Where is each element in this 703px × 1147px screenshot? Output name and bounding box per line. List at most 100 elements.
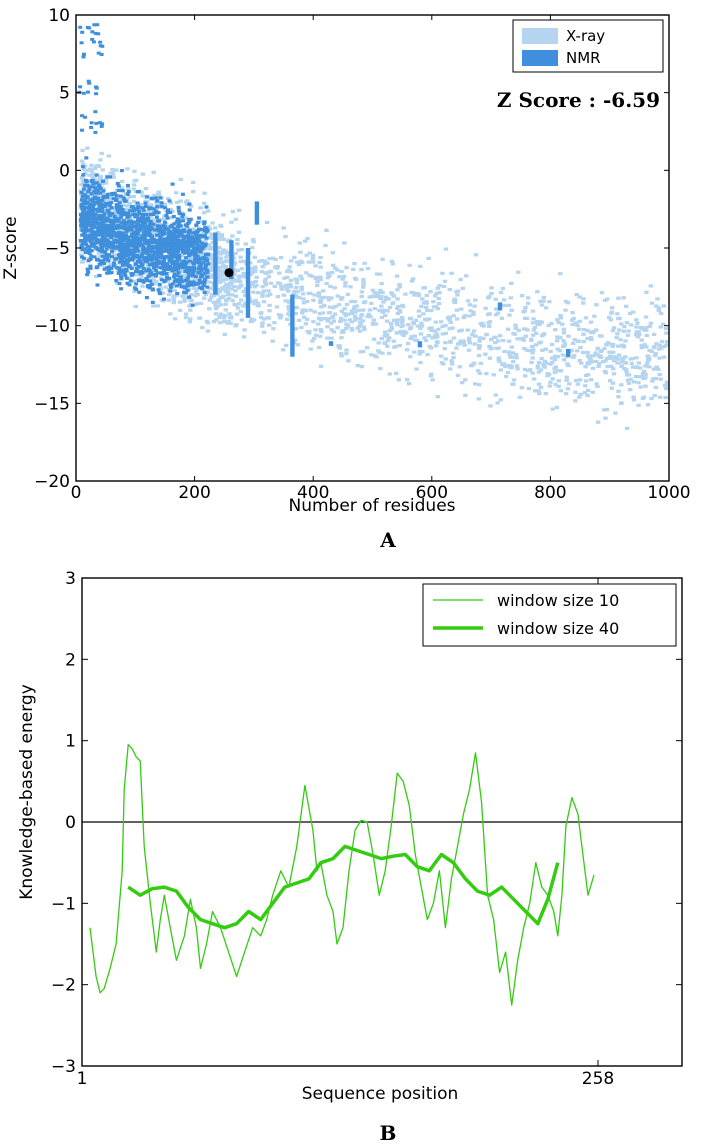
xray-point: [654, 342, 659, 346]
nmr-point: [136, 236, 141, 240]
xray-point: [188, 262, 194, 266]
nmr-point: [90, 199, 95, 203]
xray-point: [331, 319, 336, 323]
xray-point: [368, 315, 373, 319]
xray-point: [548, 349, 553, 353]
xray-point: [467, 339, 472, 343]
xray-point: [218, 303, 223, 307]
xray-point: [165, 225, 170, 229]
xray-point: [399, 320, 405, 324]
nmr-point: [119, 259, 124, 263]
xray-point: [502, 349, 507, 354]
nmr-point: [119, 256, 124, 261]
xray-point: [179, 269, 184, 274]
xray-point: [171, 284, 176, 288]
nmr-point: [136, 278, 141, 282]
nmr-point: [123, 244, 128, 248]
xray-point: [318, 364, 324, 368]
xray-point: [642, 327, 648, 331]
nmr-point: [95, 23, 100, 27]
nmr-streak: [213, 232, 218, 295]
nmr-point: [203, 277, 208, 281]
nmr-point: [205, 285, 210, 289]
xray-point: [634, 356, 639, 360]
xray-point: [81, 162, 86, 166]
nmr-point: [121, 242, 126, 246]
xray-point: [204, 245, 209, 249]
xray-point: [108, 196, 113, 201]
xray-point: [373, 322, 379, 326]
xray-point: [437, 284, 442, 288]
nmr-point: [91, 205, 96, 209]
nmr-point: [81, 210, 86, 214]
nmr-point: [187, 202, 192, 206]
xray-point: [438, 320, 444, 324]
xray-point: [582, 328, 587, 332]
nmr-point: [120, 208, 125, 212]
nmr-point: [120, 238, 125, 242]
nmr-point: [91, 211, 95, 215]
xray-point: [461, 316, 466, 320]
nmr-point: [118, 204, 123, 209]
nmr-point: [80, 128, 84, 132]
xray-point: [361, 349, 366, 354]
nmr-point: [90, 37, 95, 41]
xray-point: [289, 259, 294, 263]
nmr-point: [97, 201, 102, 206]
xray-point: [556, 321, 561, 325]
xray-point: [643, 315, 649, 319]
xray-point: [628, 388, 633, 392]
nmr-point: [145, 238, 150, 243]
xray-point: [241, 290, 246, 294]
xray-point: [90, 171, 95, 175]
xray-point: [594, 382, 599, 386]
xray-point: [610, 343, 616, 347]
xray-point: [98, 189, 104, 193]
xray-point: [168, 312, 173, 316]
xray-point: [440, 324, 445, 329]
xray-point: [620, 356, 625, 360]
xray-point: [577, 378, 583, 382]
xray-point: [387, 305, 393, 309]
xray-point: [131, 279, 136, 283]
xray-point: [663, 396, 668, 400]
xray-point: [483, 352, 488, 356]
nmr-point: [98, 231, 103, 235]
nmr-point: [180, 234, 185, 238]
nmr-point: [161, 229, 166, 233]
nmr-point: [146, 218, 151, 222]
chart-a-xlabel: Number of residues: [288, 496, 455, 516]
nmr-point: [130, 255, 135, 259]
nmr-point: [203, 265, 208, 269]
nmr-point: [191, 266, 196, 270]
xray-point: [585, 336, 590, 340]
xray-point: [85, 146, 90, 150]
nmr-point: [128, 209, 133, 213]
nmr-point: [94, 240, 99, 244]
xray-point: [185, 199, 190, 203]
xray-point: [609, 310, 615, 314]
xray-point: [395, 288, 400, 292]
nmr-point: [145, 195, 150, 199]
nmr-point: [176, 228, 181, 232]
nmr-point: [104, 216, 109, 220]
chart-a-zscore-annotation: Z Score : -6.59: [497, 88, 660, 112]
nmr-point: [173, 277, 178, 282]
xray-point: [418, 332, 424, 336]
xray-point: [318, 328, 323, 332]
nmr-point: [168, 257, 173, 261]
nmr-point: [88, 206, 93, 210]
nmr-point: [157, 283, 162, 287]
nmr-point: [102, 254, 106, 258]
xray-point: [318, 265, 323, 269]
xray-point: [239, 298, 244, 302]
xray-point: [212, 320, 217, 324]
xray-point: [443, 247, 449, 251]
xray-point: [654, 304, 659, 308]
xray-point: [354, 277, 359, 281]
xray-point: [531, 348, 536, 352]
nmr-point: [174, 254, 179, 258]
xray-point: [421, 301, 427, 305]
xray-point: [209, 245, 214, 249]
